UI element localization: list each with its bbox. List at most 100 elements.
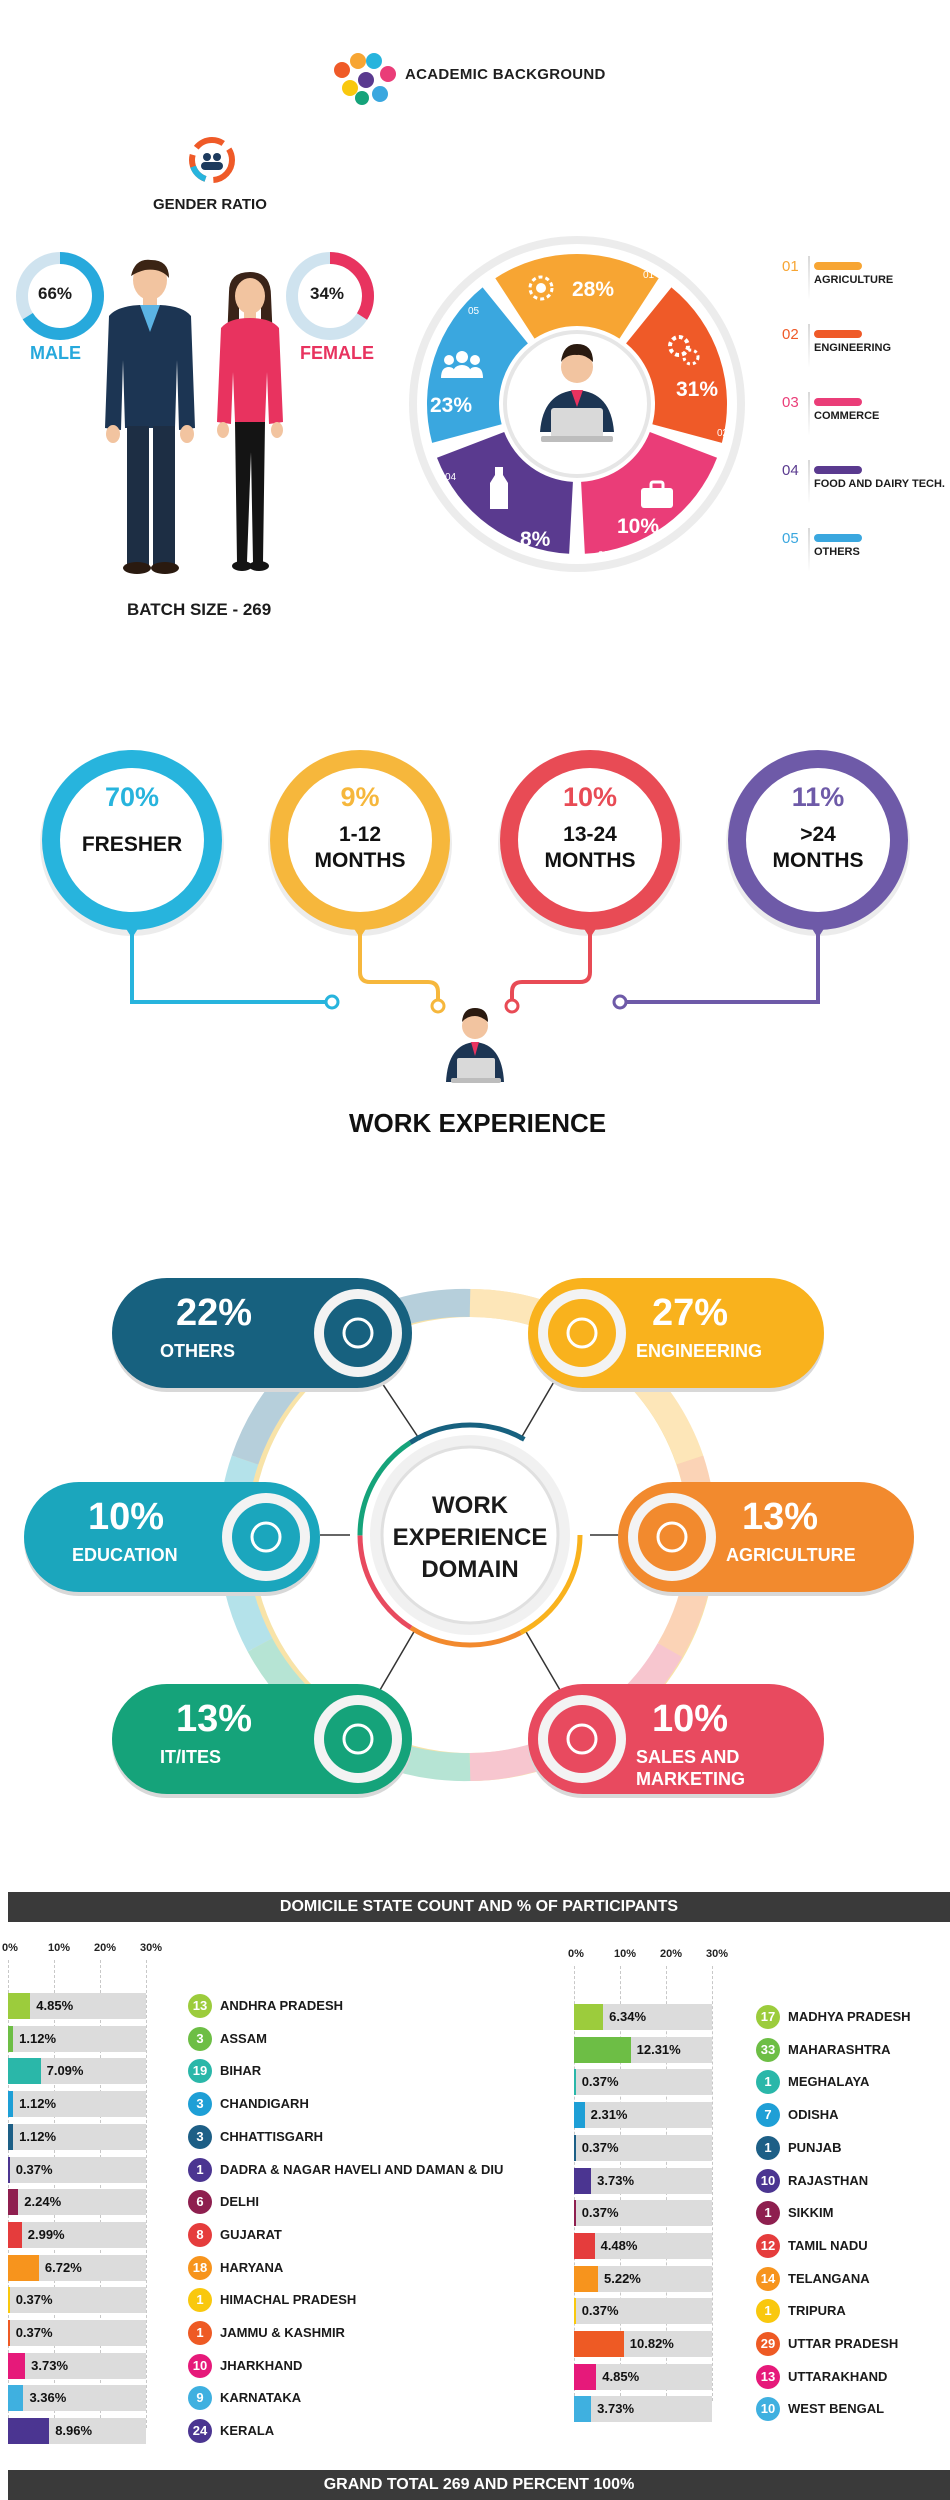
legend-label: FOOD AND DAIRY TECH. <box>814 478 945 490</box>
bar-value: 0.37% <box>15 2325 53 2340</box>
domain-label: IT/ITES <box>160 1747 222 1767</box>
state-name: RAJASTHAN <box>788 2172 869 2188</box>
state-count: 3 <box>188 2124 212 2149</box>
gridline <box>712 1966 713 2402</box>
bar-value: 7.09% <box>46 2063 84 2079</box>
legend-swatch <box>814 534 862 542</box>
state-count: 1 <box>188 2288 212 2313</box>
bar-fill <box>8 2091 14 2118</box>
bubble-center <box>60 768 204 912</box>
bar-track <box>574 2167 712 2194</box>
gridline <box>146 1960 147 2428</box>
segment-num-02: 02 <box>717 428 729 439</box>
state-count: 18 <box>188 2255 212 2280</box>
bubble-tail <box>572 910 608 938</box>
bar-value: 0.37% <box>581 2139 619 2155</box>
bar-track <box>8 2287 146 2314</box>
icon-glyph <box>342 1317 374 1349</box>
state-name: UTTAR PRADESH <box>788 2336 899 2351</box>
state-name: CHANDIGARH <box>220 2096 309 2112</box>
state-name: ASSAM <box>220 2030 267 2046</box>
bar-fill <box>8 2352 26 2379</box>
state-count: 1 <box>756 2299 780 2324</box>
bar-value: 12.31% <box>636 2041 681 2057</box>
briefcase-icon <box>641 480 673 508</box>
bubble-center <box>746 768 890 912</box>
state-name: JAMMU & KASHMIR <box>220 2325 345 2340</box>
experience-label: 13-24 <box>563 823 617 846</box>
bar-track <box>574 2200 712 2227</box>
state-count: 33 <box>756 2037 780 2062</box>
state-name: TELANGANA <box>788 2270 870 2286</box>
bar-value: 2.24% <box>24 2194 62 2210</box>
legend-divider <box>808 528 810 572</box>
bar-fill <box>8 2418 50 2445</box>
bar-value: 3.73% <box>597 2401 635 2417</box>
state-count: 24 <box>188 2419 212 2444</box>
bar-fill <box>574 2102 585 2129</box>
bar-value: 4.85% <box>36 1998 74 2013</box>
state-name: HARYANA <box>220 2259 284 2275</box>
experience-label: >24 <box>800 823 836 846</box>
experience-percent: 10% <box>562 782 618 812</box>
state-count: 3 <box>188 2026 212 2051</box>
bar-track <box>574 2102 712 2129</box>
academic-segment <box>495 254 659 339</box>
state-count: 10 <box>188 2353 212 2378</box>
state-name: PUNJAB <box>788 2139 842 2155</box>
legend-divider <box>808 324 810 368</box>
state-count: 13 <box>756 2364 780 2389</box>
segment-food-pct: 8% <box>520 528 551 551</box>
person-laptop-icon <box>446 1008 504 1083</box>
domain-center-line1: WORK <box>432 1492 508 1519</box>
bar-value: 0.37% <box>581 2303 619 2319</box>
bar-value: 5.22% <box>604 2270 641 2286</box>
state-name: DELHI <box>220 2194 259 2210</box>
axis-tick: 30% <box>706 1948 729 1960</box>
state-count: 3 <box>188 2092 212 2117</box>
bar-value: 4.85% <box>602 2368 640 2384</box>
state-name: KERALA <box>220 2423 275 2439</box>
icon-glyph <box>566 1723 598 1755</box>
segment-num-03: 03 <box>598 550 610 561</box>
bar-track <box>574 2396 712 2423</box>
bar-track <box>8 1993 146 2019</box>
bar-fill <box>574 2298 576 2325</box>
bar-value: 0.37% <box>15 2292 53 2308</box>
bar-track <box>574 2069 712 2096</box>
bar-value: 0.37% <box>581 2205 619 2221</box>
axis-tick: 20% <box>660 1948 683 1960</box>
bar-fill <box>574 2396 592 2423</box>
domain-percent: 13% <box>742 1496 819 1538</box>
domain-label: SALES AND <box>636 1747 740 1767</box>
experience-percent: 70% <box>104 782 160 812</box>
state-count: 1 <box>756 2201 780 2226</box>
state-count: 29 <box>756 2332 780 2356</box>
legend-swatch <box>814 466 862 474</box>
graduate-icon <box>232 1503 300 1571</box>
male-label: MALE <box>30 343 81 363</box>
legend-label: AGRICULTURE <box>814 274 894 286</box>
experience-label-2: MONTHS <box>314 849 406 872</box>
axis-tick: 0% <box>2 1942 18 1954</box>
legend-swatch <box>814 398 862 406</box>
female-figure <box>217 272 283 571</box>
academic-segment <box>427 287 528 443</box>
experience-label-2: MONTHS <box>772 849 864 872</box>
bar-fill <box>8 2025 14 2052</box>
bar-track <box>574 2134 712 2161</box>
axis-tick: 30% <box>140 1942 163 1954</box>
bar-value: 8.96% <box>55 2423 93 2439</box>
segment-agriculture-pct: 28% <box>572 278 615 301</box>
icon-glyph <box>566 1317 598 1349</box>
bar-fill <box>8 2058 41 2085</box>
bar-fill <box>574 2167 592 2194</box>
state-name: BIHAR <box>220 2063 262 2079</box>
male-percent: 66% <box>38 284 73 303</box>
bar-fill <box>8 1993 31 2019</box>
legend-number: 04 <box>782 462 799 479</box>
state-count: 7 <box>756 2103 780 2128</box>
state-name: HIMACHAL PRADESH <box>220 2292 357 2308</box>
bar-track <box>8 2025 146 2052</box>
experience-label: FRESHER <box>81 833 183 856</box>
